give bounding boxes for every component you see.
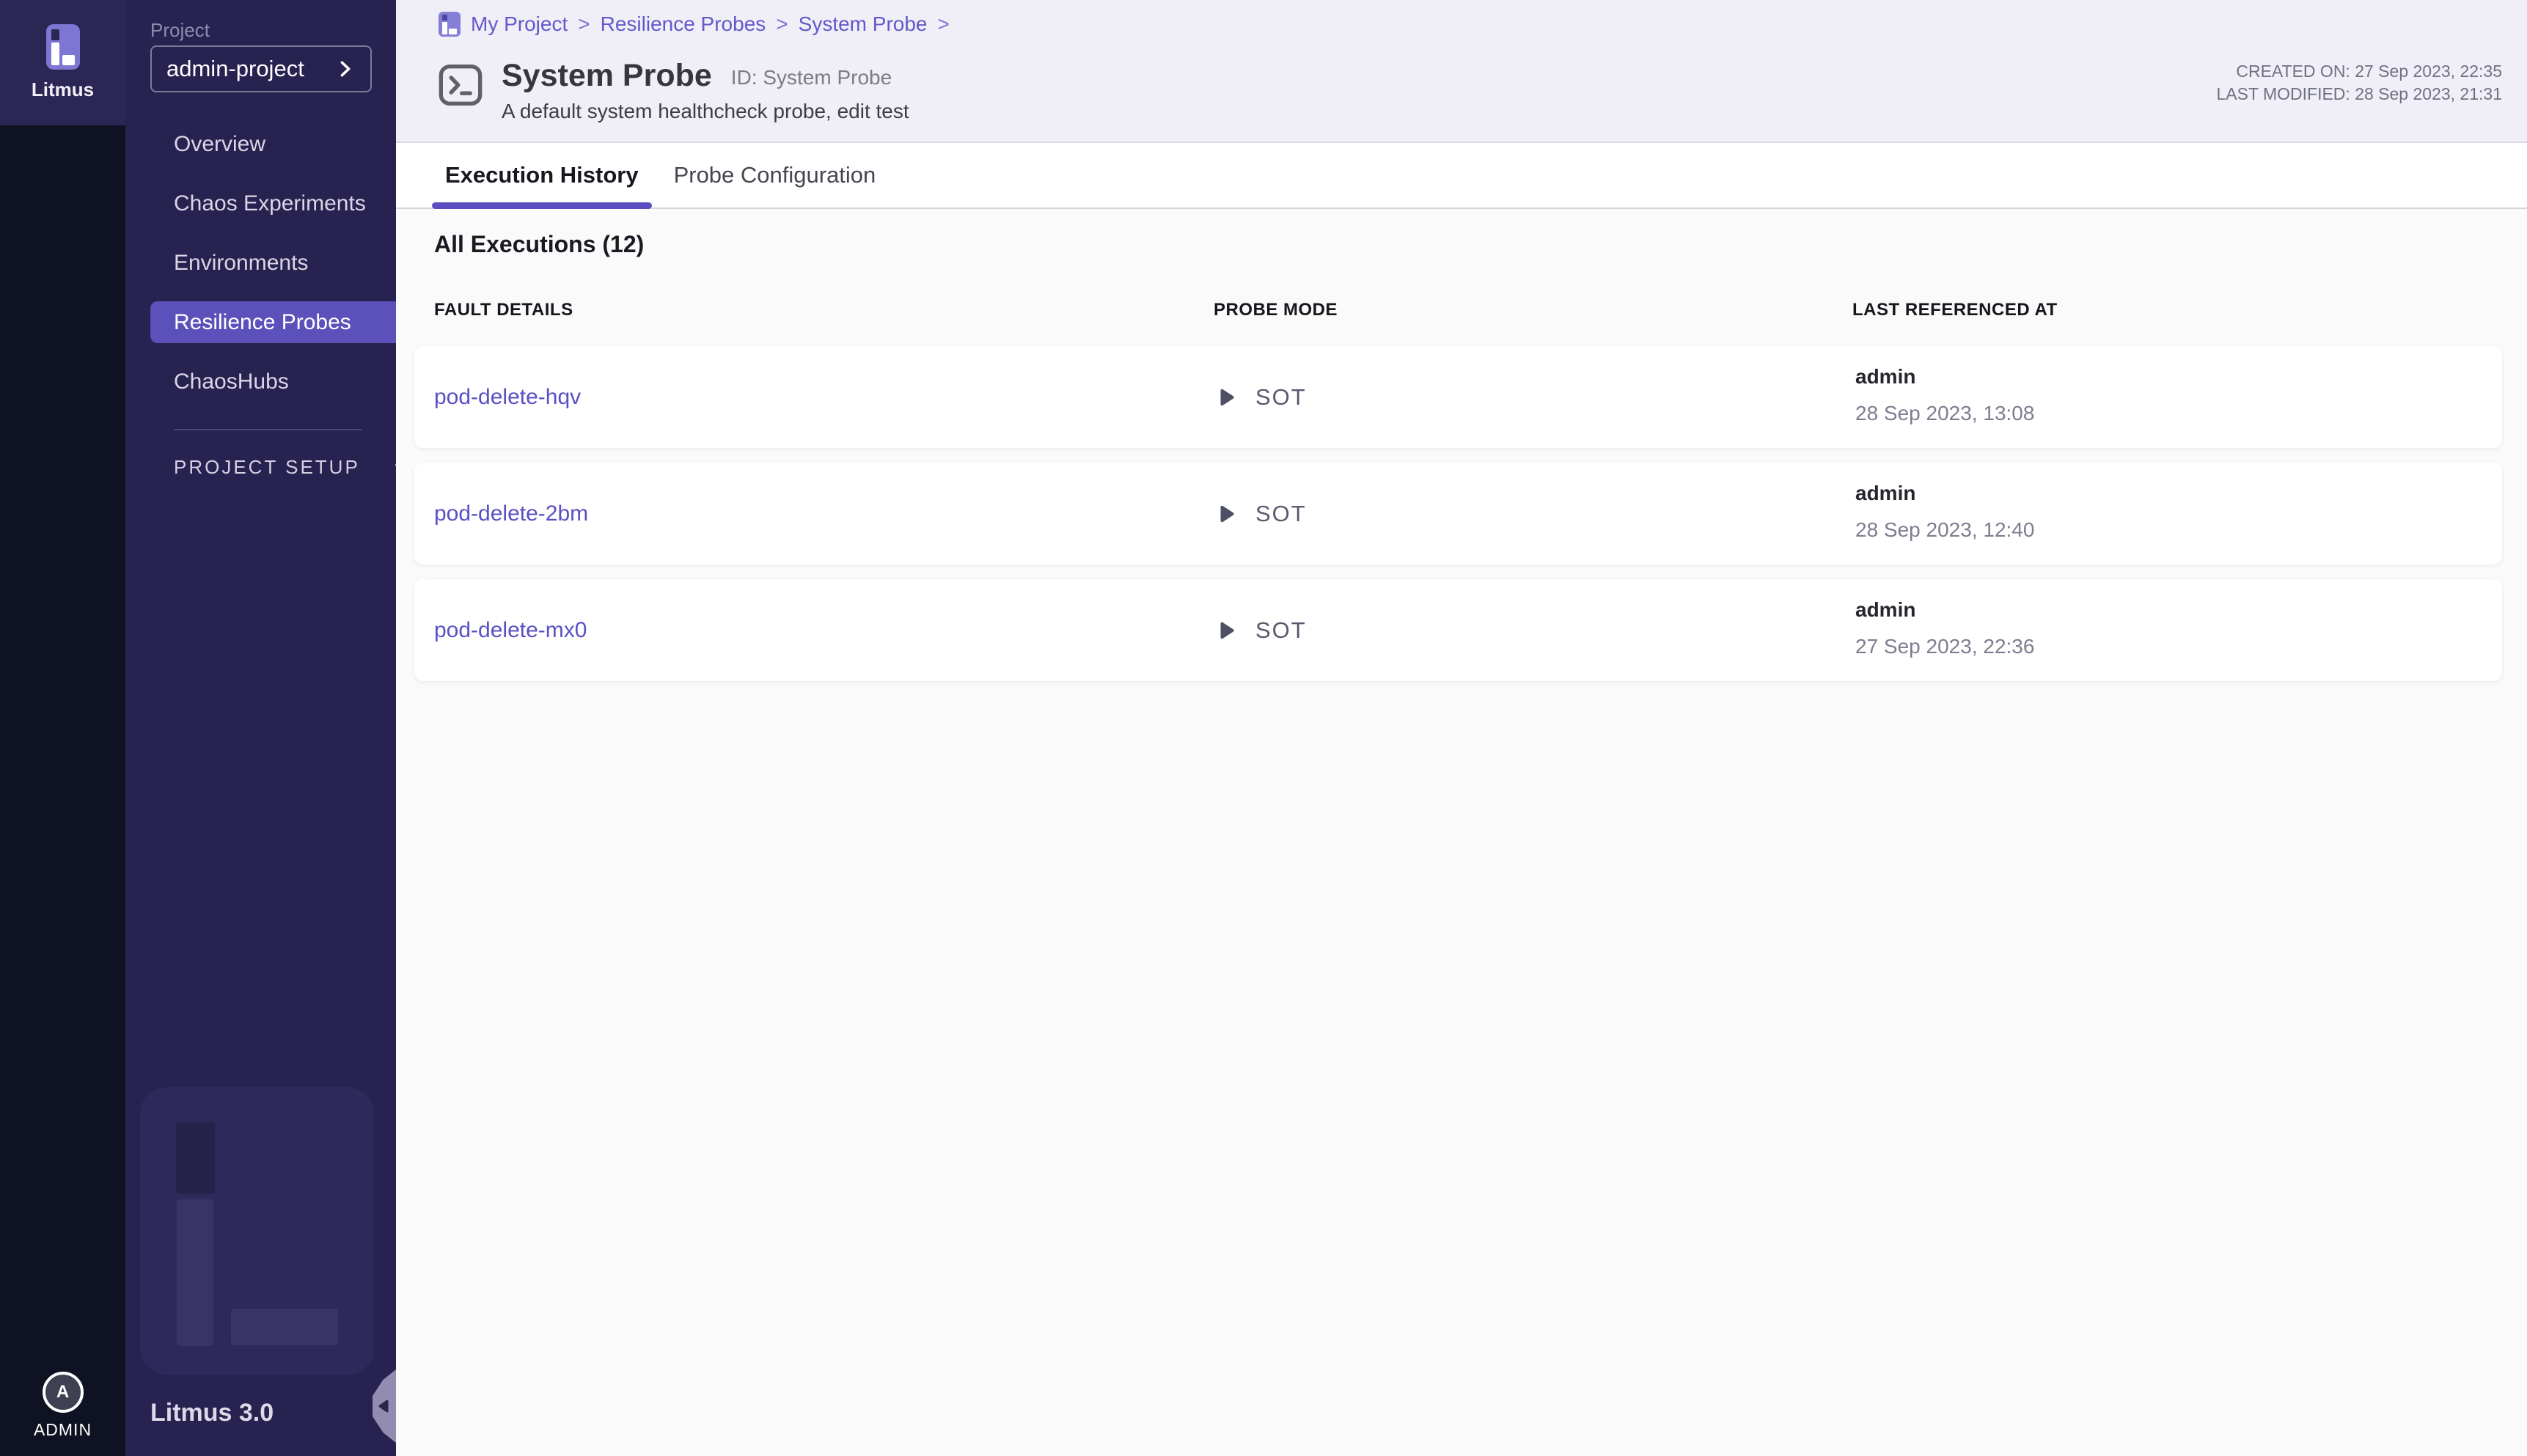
column-header-last-referenced-at: LAST REFERENCED AT xyxy=(1852,300,2058,320)
probe-mode-value: SOT xyxy=(1255,617,1307,643)
probe-subtitle: A default system healthcheck probe, edit… xyxy=(502,100,909,122)
referenced-by-user: admin xyxy=(1855,365,1916,388)
breadcrumb-link-resilience-probes[interactable]: Resilience Probes xyxy=(600,12,766,35)
sidebar-item-label: Chaos Experiments xyxy=(174,191,366,216)
avatar-letter: A xyxy=(56,1382,70,1402)
sidebar-nav: Overview Chaos Experiments Environments … xyxy=(125,123,396,420)
column-header-probe-mode: PROBE MODE xyxy=(1214,300,1338,320)
version-label: Litmus 3.0 xyxy=(150,1399,274,1427)
tab-execution-history[interactable]: Execution History xyxy=(432,143,652,209)
sidebar-item-resilience-probes[interactable]: Resilience Probes xyxy=(150,301,396,343)
app-rail: Litmus A ADMIN xyxy=(0,0,125,1456)
project-label: Project xyxy=(150,19,210,41)
referenced-by-user: admin xyxy=(1855,482,1916,504)
litmus-home-button[interactable]: Litmus xyxy=(0,0,125,125)
sidebar-item-label: ChaosHubs xyxy=(174,369,289,394)
project-setup-toggle[interactable]: PROJECT SETUP xyxy=(174,456,485,479)
tabbar: Execution History Probe Configuration xyxy=(396,143,2527,209)
litmus-logo-icon xyxy=(45,24,80,70)
litmus-watermark-icon xyxy=(140,1087,374,1375)
probe-mode-value: SOT xyxy=(1255,500,1307,526)
probe-title-block: System Probe ID: System Probe A default … xyxy=(502,59,909,123)
sidebar-collapse-handle[interactable] xyxy=(373,1369,396,1443)
fault-link[interactable]: pod-delete-2bm xyxy=(434,501,589,526)
litmus-logo-label: Litmus xyxy=(31,78,95,100)
referenced-by-user: admin xyxy=(1855,598,1916,621)
fault-link[interactable]: pod-delete-mx0 xyxy=(434,617,587,642)
execution-history-panel: All Executions (12) FAULT DETAILS PROBE … xyxy=(396,210,2527,1456)
play-icon[interactable] xyxy=(1215,386,1237,408)
breadcrumb-separator: > xyxy=(578,12,590,35)
breadcrumb-separator: > xyxy=(937,12,950,35)
sidebar-item-environments[interactable]: Environments xyxy=(150,242,396,284)
referenced-at-time: 27 Sep 2023, 22:36 xyxy=(1855,635,2035,658)
last-modified-label: LAST MODIFIED: 28 Sep 2023, 21:31 xyxy=(2216,84,2502,103)
play-icon[interactable] xyxy=(1215,619,1237,641)
play-icon[interactable] xyxy=(1215,503,1237,525)
terminal-probe-icon xyxy=(439,65,483,106)
executions-heading: All Executions (12) xyxy=(434,231,645,257)
execution-row: pod-delete-hqv SOT admin 28 Sep 2023, 13… xyxy=(414,346,2502,448)
tab-label: Execution History xyxy=(445,162,639,188)
tab-label: Probe Configuration xyxy=(673,162,876,188)
avatar[interactable]: A xyxy=(42,1372,84,1413)
rail-user-area: A ADMIN xyxy=(0,1372,125,1440)
sidebar-item-overview[interactable]: Overview xyxy=(150,123,396,165)
avatar-label: ADMIN xyxy=(33,1420,92,1439)
created-on-label: CREATED ON: 27 Sep 2023, 22:35 xyxy=(2236,62,2502,81)
sidebar-item-label: Environments xyxy=(174,250,309,275)
chevron-right-icon xyxy=(340,61,351,77)
probe-mode-value: SOT xyxy=(1255,383,1307,410)
project-setup-label: PROJECT SETUP xyxy=(174,456,360,478)
breadcrumb-link-my-project[interactable]: My Project xyxy=(471,12,568,35)
sidebar-item-chaoshubs[interactable]: ChaosHubs xyxy=(150,361,396,402)
tab-probe-configuration[interactable]: Probe Configuration xyxy=(661,143,890,207)
sidebar-divider xyxy=(174,429,362,430)
sidebar-item-label: Resilience Probes xyxy=(174,309,351,334)
probe-id-label: ID: System Probe xyxy=(730,66,892,89)
execution-row: pod-delete-2bm SOT admin 28 Sep 2023, 12… xyxy=(414,463,2502,565)
breadcrumb-link-system-probe[interactable]: System Probe xyxy=(798,12,928,35)
execution-row: pod-delete-mx0 SOT admin 27 Sep 2023, 22… xyxy=(414,579,2502,681)
page-header: My Project > Resilience Probes > System … xyxy=(396,0,2527,143)
fault-link[interactable]: pod-delete-hqv xyxy=(434,384,582,409)
triangle-left-icon xyxy=(378,1400,389,1413)
main-area: My Project > Resilience Probes > System … xyxy=(396,0,2527,1456)
referenced-at-time: 28 Sep 2023, 12:40 xyxy=(1855,518,2035,541)
breadcrumb: My Project > Resilience Probes > System … xyxy=(439,12,950,37)
probe-meta: CREATED ON: 27 Sep 2023, 22:35 LAST MODI… xyxy=(2216,60,2502,106)
page-title: System Probe xyxy=(502,58,712,93)
referenced-at-time: 28 Sep 2023, 13:08 xyxy=(1855,402,2035,424)
breadcrumb-separator: > xyxy=(776,12,788,35)
project-select-value: admin-project xyxy=(166,56,304,81)
sidebar: Project admin-project Overview Chaos Exp… xyxy=(125,0,411,1456)
sidebar-item-chaos-experiments[interactable]: Chaos Experiments xyxy=(150,183,396,224)
probe-header: System Probe ID: System Probe A default … xyxy=(437,59,909,123)
project-select[interactable]: admin-project xyxy=(150,45,372,92)
column-header-fault-details: FAULT DETAILS xyxy=(434,300,573,320)
sidebar-item-label: Overview xyxy=(174,131,266,156)
breadcrumb-project-icon xyxy=(439,12,461,37)
